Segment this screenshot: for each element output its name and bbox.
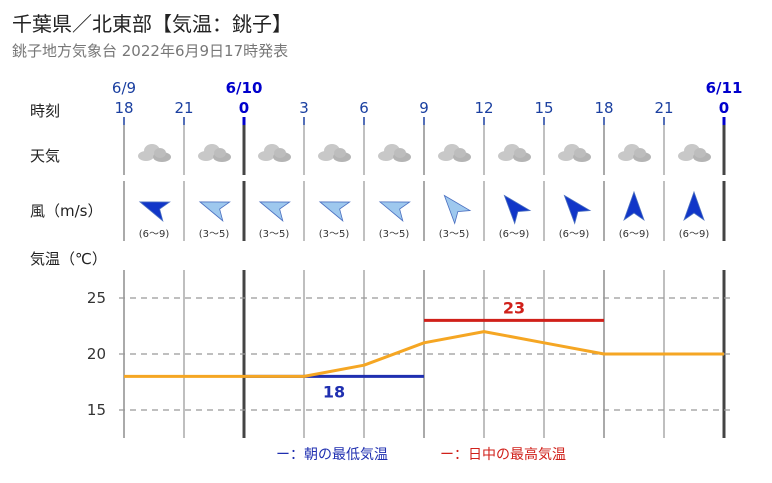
wind-arrow-icon [503,194,532,225]
wind-speed-label: (6～9) [679,229,710,240]
wind-speed-label: (3～5) [379,229,410,240]
row-label-time: 時刻 [30,102,60,120]
row-label-wind: 風（m/s） [30,202,102,220]
wind-speed-label: (6～9) [559,229,590,240]
hour-label: 18 [594,99,613,117]
wind-speed-label: (3～5) [259,229,290,240]
date-label: 6/10 [226,79,263,97]
wind-arrow-icon [198,201,231,222]
cloudy-icon [438,144,471,162]
wind-speed-label: (3～5) [199,229,230,240]
hour-label: 18 [114,99,133,117]
wind-arrow-icon [138,201,171,222]
cloudy-icon [378,144,411,162]
y-tick-label: 15 [87,401,106,419]
cloudy-icon [198,144,231,162]
wind-arrow-icon [318,201,351,222]
row-label-weather: 天気 [30,147,60,165]
cloudy-icon [318,144,351,162]
cloudy-icon [678,144,711,162]
temperature-line [124,330,724,378]
wind-speed-label: (3～5) [319,229,350,240]
legend-min-temp: ー：朝の最低気温 [276,447,388,463]
wind-arrow-icon [378,201,411,222]
date-label: 6/11 [706,79,743,97]
wind-speed-label: (6～9) [499,229,530,240]
wind-arrow-icon [258,201,291,222]
hour-label: 3 [299,99,309,117]
hour-label: 0 [719,99,729,117]
legend-max-temp: ー：日中の最高気温 [440,447,566,463]
wind-arrow-icon [563,194,592,225]
max-temp-label: 23 [503,298,525,317]
hour-label: 0 [239,99,249,117]
wind-speed-label: (6～9) [619,229,650,240]
min-temp-label: 18 [323,382,345,401]
hour-label: 21 [654,99,673,117]
cloudy-icon [258,144,291,162]
hour-label: 15 [534,99,553,117]
wind-arrow-icon [683,190,705,222]
y-tick-label: 25 [87,289,106,307]
wind-speed-label: (6～9) [139,229,170,240]
hour-label: 12 [474,99,493,117]
hour-label: 21 [174,99,193,117]
cloudy-icon [558,144,591,162]
wind-arrow-icon [623,190,645,222]
cloudy-icon [138,144,171,162]
hour-label: 9 [419,99,429,117]
cloudy-icon [618,144,651,162]
page-subtitle: 銚子地方気象台 2022年6月9日17時発表 [12,42,289,60]
y-tick-label: 20 [87,345,106,363]
wind-speed-label: (3～5) [439,229,470,240]
cloudy-icon [498,144,531,162]
page-title: 千葉県／北東部【気温：銚子】 [12,12,292,36]
date-label: 6/9 [112,79,136,97]
row-label-temp: 気温（℃） [30,250,107,268]
wind-arrow-icon [443,194,472,225]
hour-label: 6 [359,99,369,117]
